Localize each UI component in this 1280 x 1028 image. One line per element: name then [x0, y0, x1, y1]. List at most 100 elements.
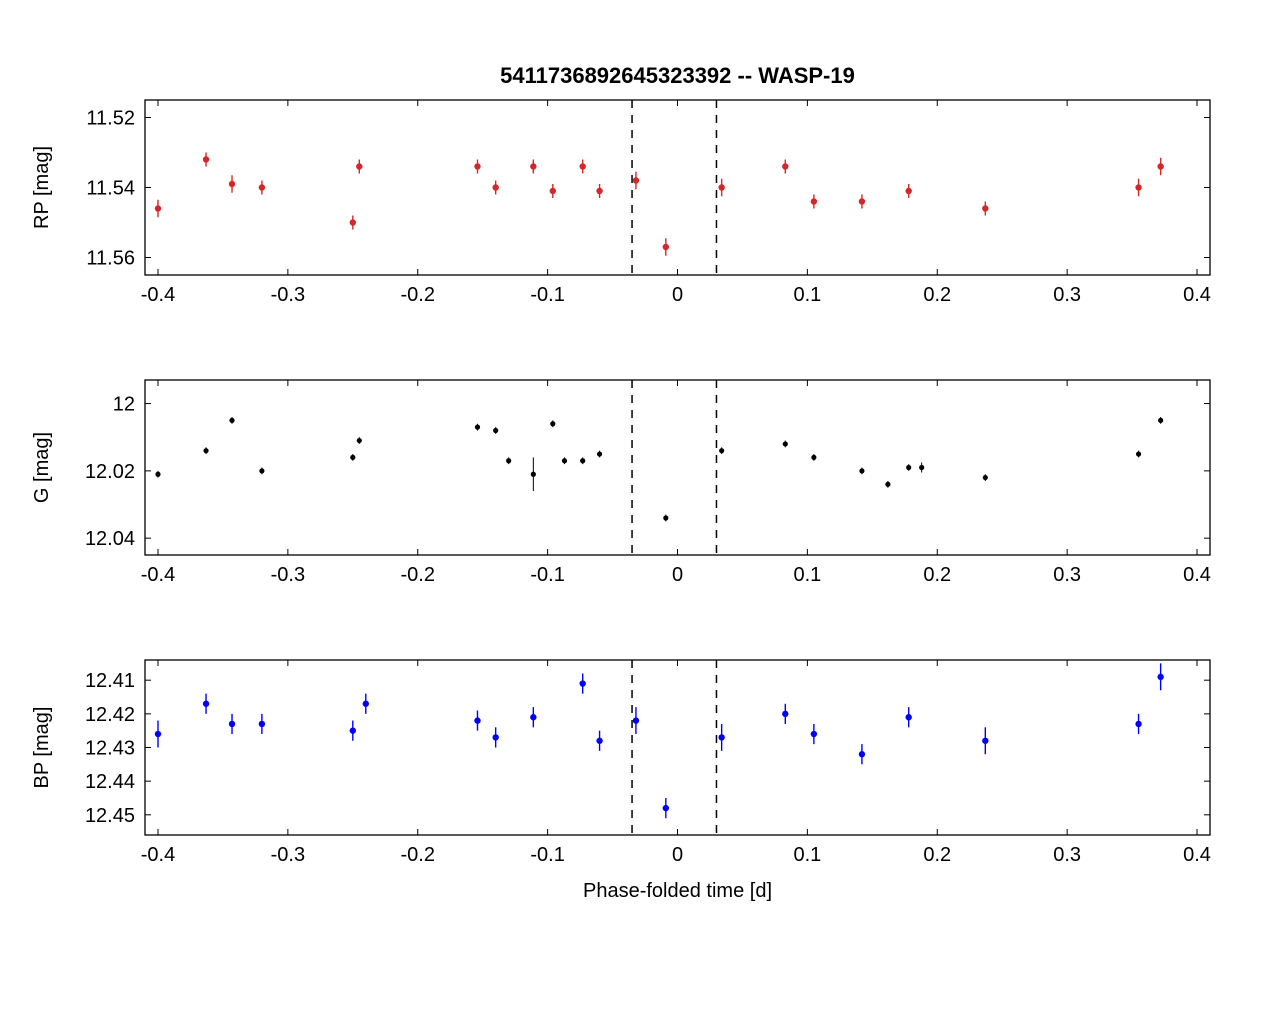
data-point: [782, 163, 788, 169]
xtick-label: 0: [672, 284, 683, 306]
data-point: [811, 731, 817, 737]
data-point: [596, 188, 602, 194]
data-series-g: [155, 417, 1163, 521]
data-point: [530, 714, 536, 720]
data-point: [492, 184, 498, 190]
data-point: [155, 205, 161, 211]
data-point: [859, 468, 864, 473]
ylabel: RP [mag]: [31, 146, 53, 229]
data-point: [356, 163, 362, 169]
data-point: [596, 738, 602, 744]
ytick-label: 11.52: [86, 108, 135, 130]
data-point: [1157, 674, 1163, 680]
xtick-label: 0.3: [1053, 564, 1081, 586]
xtick-label: 0.1: [793, 284, 821, 306]
xtick-label: 0.3: [1053, 284, 1081, 306]
data-point: [580, 458, 585, 463]
data-point: [203, 156, 209, 162]
panel-rp: -0.4-0.3-0.2-0.100.10.20.30.411.5211.541…: [31, 100, 1211, 306]
xtick-label: -0.3: [271, 844, 305, 866]
xtick-label: -0.2: [401, 284, 435, 306]
data-point: [782, 711, 788, 717]
xtick-label: -0.1: [530, 844, 564, 866]
xtick-label: -0.4: [141, 564, 175, 586]
data-point: [579, 680, 585, 686]
data-point: [719, 448, 724, 453]
data-point: [597, 451, 602, 456]
data-series-rp: [155, 153, 1164, 256]
data-point: [859, 751, 865, 757]
xtick-label: 0.2: [923, 284, 951, 306]
data-point: [633, 717, 639, 723]
data-point: [155, 472, 160, 477]
data-point: [1135, 184, 1141, 190]
data-point: [983, 475, 988, 480]
ytick-label: 12.43: [85, 738, 135, 760]
xtick-label: -0.3: [271, 284, 305, 306]
data-point: [633, 177, 639, 183]
ytick-label: 11.56: [86, 248, 135, 270]
data-point: [259, 184, 265, 190]
data-point: [718, 184, 724, 190]
data-point: [350, 455, 355, 460]
data-point: [474, 717, 480, 723]
data-point: [663, 515, 668, 520]
data-point: [259, 721, 265, 727]
ylabel: BP [mag]: [31, 707, 53, 789]
data-point: [663, 244, 669, 250]
data-point: [357, 438, 362, 443]
xtick-label: -0.4: [141, 284, 175, 306]
data-point: [259, 468, 264, 473]
data-point: [718, 734, 724, 740]
ytick-label: 12.04: [85, 528, 135, 550]
data-point: [982, 205, 988, 211]
data-point: [229, 418, 234, 423]
data-point: [1136, 451, 1141, 456]
data-point: [906, 465, 911, 470]
chart-title: 5411736892645323392 -- WASP-19: [500, 63, 855, 88]
data-point: [982, 738, 988, 744]
data-point: [859, 198, 865, 204]
data-point: [155, 731, 161, 737]
data-point: [1157, 163, 1163, 169]
xtick-label: 0.3: [1053, 844, 1081, 866]
panel-frame: [145, 100, 1210, 275]
data-point: [1135, 721, 1141, 727]
data-point: [783, 441, 788, 446]
xtick-label: 0.2: [923, 564, 951, 586]
data-point: [919, 465, 924, 470]
ytick-label: 12.42: [85, 704, 135, 726]
xtick-label: -0.2: [401, 564, 435, 586]
data-point: [350, 219, 356, 225]
xtick-label: -0.1: [530, 284, 564, 306]
data-point: [229, 181, 235, 187]
panel-frame: [145, 380, 1210, 555]
xtick-label: 0.4: [1183, 844, 1211, 866]
data-point: [531, 472, 536, 477]
data-point: [203, 448, 208, 453]
data-point: [350, 727, 356, 733]
ylabel: G [mag]: [31, 432, 53, 503]
data-point: [203, 701, 209, 707]
panel-g: -0.4-0.3-0.2-0.100.10.20.30.41212.0212.0…: [31, 380, 1211, 586]
data-point: [905, 188, 911, 194]
data-point: [229, 721, 235, 727]
data-point: [1158, 418, 1163, 423]
figure-svg: 5411736892645323392 -- WASP-19 -0.4 -0.3 -0…: [0, 0, 1280, 1028]
xtick-label: 0.1: [793, 844, 821, 866]
figure-container: 5411736892645323392 -- WASP-19 -0.4 -0.3 -0…: [0, 0, 1280, 1028]
xtick-label: 0.2: [923, 844, 951, 866]
data-point: [493, 428, 498, 433]
xtick-label: -0.2: [401, 844, 435, 866]
data-point: [475, 425, 480, 430]
panel-bp: -0.4-0.3-0.2-0.100.10.20.30.412.4112.421…: [31, 660, 1211, 866]
data-series-bp: [155, 663, 1164, 818]
xtick-label: 0.4: [1183, 284, 1211, 306]
data-point: [550, 421, 555, 426]
data-point: [492, 734, 498, 740]
data-point: [905, 714, 911, 720]
data-point: [530, 163, 536, 169]
data-point: [474, 163, 480, 169]
ytick-label: 12: [113, 394, 135, 416]
xtick-label: 0: [672, 844, 683, 866]
